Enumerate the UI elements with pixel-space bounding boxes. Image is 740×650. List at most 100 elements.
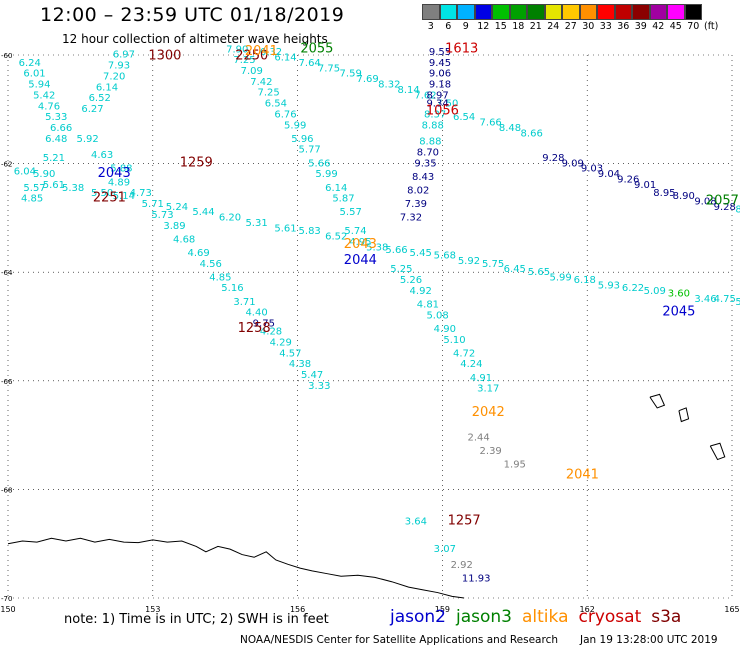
swh-value-label: 5.50 — [91, 188, 113, 199]
pass-time-label: 1259 — [180, 155, 213, 170]
swh-value-label: 7.42 — [250, 77, 272, 88]
swh-value-label: 6.97 — [113, 50, 135, 61]
colorbar-swatch — [474, 4, 492, 20]
swh-value-label: 7.69 — [356, 74, 378, 85]
swh-value-label: 7.66 — [480, 118, 502, 129]
swh-value-label: 5.24 — [166, 202, 188, 213]
swh-value-label: 6.04 — [14, 166, 36, 177]
swh-value-label: 5.88 — [110, 164, 132, 175]
swh-value-label: 6.20 — [219, 213, 241, 224]
legend-s3a: s3a — [651, 607, 682, 627]
colorbar-swatch — [667, 4, 685, 20]
swh-value-label: 7.62 — [414, 90, 436, 101]
y-tick-label: -60 — [1, 52, 12, 60]
pass-time-label: 2055 — [300, 41, 333, 56]
colorbar-label: 9 — [462, 21, 469, 32]
swh-value-label: 9.09 — [562, 158, 584, 169]
swh-value-label: 6.14 — [274, 52, 296, 63]
y-tick-label: -68 — [1, 486, 12, 494]
swh-value-label: 6.22 — [622, 283, 644, 294]
legend-altika: altika — [522, 607, 569, 627]
swh-value-label: 6.45 — [504, 264, 526, 275]
swh-value-label: 9.34 — [426, 99, 448, 110]
colorbar-label: 21 — [529, 21, 542, 32]
swh-value-label: 3.07 — [434, 544, 456, 555]
colorbar-swatch — [579, 4, 597, 20]
swh-value-label: 5.65 — [528, 267, 550, 278]
swh-value-label: 7.39 — [405, 199, 427, 210]
swh-value-label: 6.54 — [453, 112, 475, 123]
swh-value-label: 5.77 — [299, 145, 321, 156]
swh-value-label: 5.26 — [400, 275, 422, 286]
swh-value-label: 4.24 — [460, 359, 482, 370]
swh-value-label: 5.38 — [366, 242, 388, 253]
swh-value-label: 3.46 — [694, 294, 716, 305]
swh-value-label: 8.37 — [424, 109, 446, 120]
swh-value-label: 6.48 — [45, 134, 67, 145]
pass-time-label: 2250 — [235, 48, 268, 63]
y-tick-label: -62 — [1, 161, 12, 169]
colorbar-label: 30 — [582, 21, 595, 32]
swh-value-label: 4.81 — [417, 299, 439, 310]
swh-value-label: 8.63 — [735, 204, 740, 215]
swh-value-label: 8.88 — [419, 137, 441, 148]
swh-value-label: 7.59 — [340, 69, 362, 80]
swh-value-label: 5.66 — [308, 158, 330, 169]
swh-value-label: 5.61 — [43, 180, 65, 191]
island-outline — [649, 393, 666, 409]
swh-value-label: 9.03 — [581, 164, 603, 175]
legend-cryosat: cryosat — [578, 607, 642, 627]
swh-value-label: 5.47 — [301, 370, 323, 381]
colorbar-swatch — [509, 4, 527, 20]
swh-value-label: 9.75 — [253, 319, 275, 330]
colorbar-label: 27 — [564, 21, 577, 32]
x-tick-label: 165 — [724, 605, 739, 614]
swh-value-label: 4.56 — [200, 259, 222, 270]
island-outline — [678, 407, 690, 423]
swh-value-label: 2.44 — [467, 433, 489, 444]
pass-time-label: 2042 — [472, 405, 505, 420]
y-tick-label: -70 — [1, 595, 12, 603]
pass-time-label: 2057 — [706, 193, 739, 208]
swh-value-label: 11.93 — [462, 574, 491, 585]
credit-text: NOAA/NESDIS Center for Satellite Applica… — [240, 634, 558, 646]
swh-value-label: 5.31 — [245, 218, 267, 229]
swh-value-label: 6.54 — [265, 99, 287, 110]
swh-value-label: 5.73 — [151, 210, 173, 221]
y-tick-label: -66 — [1, 378, 13, 386]
pass-time-label: 1056 — [426, 104, 459, 119]
colorbar-swatch — [614, 4, 632, 20]
swh-colorbar — [422, 4, 702, 20]
swh-value-label: 4.91 — [470, 373, 492, 384]
colorbar-label: 18 — [512, 21, 525, 32]
swh-value-label: 6.66 — [50, 123, 72, 134]
swh-value-label: 5.94 — [28, 80, 50, 91]
colorbar-label: 15 — [494, 21, 507, 32]
swh-value-label: 4.68 — [173, 234, 195, 245]
satellite-legend: jason2 jason3 altika cryosat s3a — [390, 607, 681, 627]
swh-value-label: 5.74 — [344, 226, 366, 237]
pass-time-label: 2251 — [93, 191, 126, 206]
legend-jason2: jason2 — [390, 607, 446, 627]
swh-value-label: 2.92 — [451, 560, 473, 571]
swh-value-label: 6.24 — [19, 58, 41, 69]
swh-value-label: 9.45 — [429, 58, 451, 69]
swh-value-label: 5.42 — [33, 90, 55, 101]
swh-value-label: 5.16 — [221, 283, 243, 294]
map-title: 12:00 – 23:59 UTC 01/18/2019 — [40, 4, 345, 26]
swh-value-label: 5.57 — [23, 183, 45, 194]
swh-value-label: 5.38 — [62, 183, 84, 194]
swh-value-label: 5.17 — [735, 297, 740, 308]
swh-value-label: 5.33 — [45, 112, 67, 123]
swh-value-label: 8.43 — [412, 172, 434, 183]
swh-value-label: 7.32 — [400, 213, 422, 224]
x-tick-label: 153 — [145, 605, 160, 614]
colorbar-swatch — [439, 4, 457, 20]
swh-value-label: 5.08 — [426, 310, 448, 321]
x-tick-label: 162 — [580, 605, 595, 614]
swh-value-label: 4.57 — [279, 348, 301, 359]
swh-value-label: 3.71 — [233, 297, 255, 308]
swh-value-label: 5.21 — [43, 153, 65, 164]
pass-time-label: 1613 — [445, 41, 478, 56]
swh-value-label: 4.69 — [188, 248, 210, 259]
